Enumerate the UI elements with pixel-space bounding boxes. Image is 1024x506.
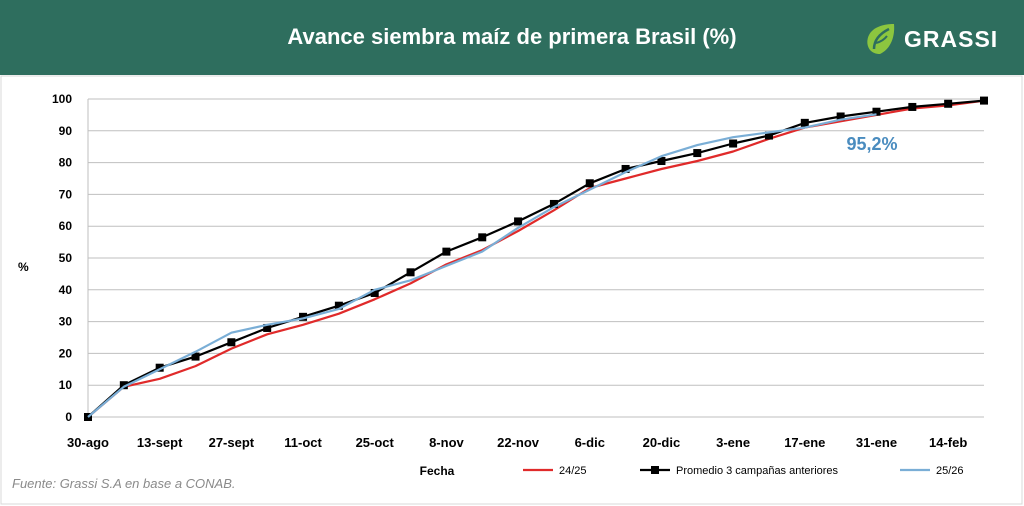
- x-axis-ticks: 30-ago 13-sept 27-sept 11-oct 25-oct 8-nov 22-…: [67, 435, 967, 450]
- y-tick-label: 60: [59, 219, 73, 233]
- x-tick-label: 14-feb: [929, 435, 967, 450]
- x-tick-label: 3-ene: [716, 435, 750, 450]
- y-tick-label: 80: [59, 156, 73, 170]
- x-tick-label: 30-ago: [67, 435, 109, 450]
- y-tick-label: 30: [59, 315, 73, 329]
- y-tick-label: 10: [59, 378, 73, 392]
- y-tick-label: 50: [59, 251, 73, 265]
- series-line: [87, 99, 985, 418]
- legend: 24/25 Promedio 3 campañas anteriores 25/26: [523, 465, 964, 477]
- y-tick-label: 100: [52, 92, 72, 106]
- data-point: [836, 112, 845, 121]
- series-line: [87, 113, 877, 418]
- y-tick-label: 20: [59, 346, 73, 360]
- grassi-logo: GRASSI: [862, 20, 998, 58]
- data-point: [693, 149, 702, 158]
- data-point: [334, 301, 343, 310]
- data-point: [119, 381, 128, 390]
- data-point: [549, 199, 558, 208]
- data-point: [263, 323, 272, 332]
- leaf-icon: [867, 24, 895, 54]
- data-point: [908, 102, 917, 111]
- data-point: [191, 352, 200, 361]
- legend-label: Promedio 3 campañas anteriores: [676, 465, 839, 477]
- source-note: Fuente: Grassi S.A en base a CONAB.: [12, 476, 236, 491]
- annotation-label: 95,2%: [846, 134, 897, 154]
- y-tick-label: 70: [59, 187, 73, 201]
- x-tick-label: 8-nov: [429, 435, 464, 450]
- x-tick-label: 11-oct: [284, 435, 322, 450]
- logo-text: GRASSI: [904, 25, 999, 52]
- data-point: [764, 131, 773, 140]
- x-tick-label: 31-ene: [856, 435, 897, 450]
- data-point: [299, 312, 308, 321]
- data-point: [980, 96, 988, 105]
- x-tick-label: 17-ene: [784, 435, 825, 450]
- y-tick-label: 0: [65, 410, 72, 424]
- data-point: [478, 233, 487, 242]
- legend-marker: [651, 466, 659, 474]
- data-point: [585, 179, 594, 188]
- legend-label: 25/26: [936, 465, 964, 477]
- data-point: [442, 247, 451, 256]
- chart-area: 0 10 20 30 40 50 60 70 80 90 100 30-ago 13-sept 27-s…: [0, 75, 1023, 505]
- header-banner: Avance siembra maíz de primera Brasil (%…: [0, 0, 1024, 75]
- data-point: [872, 107, 881, 116]
- x-tick-label: 27-sept: [209, 435, 255, 450]
- data-point: [514, 217, 523, 226]
- legend-label: 24/25: [559, 465, 587, 477]
- data-point: [800, 118, 809, 127]
- gridlines: [87, 98, 984, 418]
- series-line: [87, 99, 985, 418]
- y-axis-ticks: 0 10 20 30 40 50 60 70 80 90 100: [52, 92, 72, 424]
- x-axis-label: Fecha: [420, 464, 455, 478]
- series-group: [84, 96, 988, 421]
- y-tick-label: 90: [59, 124, 73, 138]
- data-point: [406, 268, 415, 277]
- data-point: [155, 363, 164, 372]
- x-tick-label: 25-oct: [356, 435, 395, 450]
- x-tick-label: 13-sept: [137, 435, 183, 450]
- data-point: [227, 338, 236, 347]
- x-tick-label: 6-dic: [575, 435, 605, 450]
- data-point: [621, 164, 630, 173]
- data-point: [370, 288, 379, 297]
- chart-title: Avance siembra maíz de primera Brasil (%…: [287, 24, 737, 49]
- data-point: [657, 157, 666, 166]
- x-tick-label: 22-nov: [497, 435, 540, 450]
- data-point: [944, 99, 953, 108]
- y-tick-label: 40: [59, 283, 73, 297]
- data-point: [729, 139, 738, 148]
- x-tick-label: 20-dic: [643, 435, 681, 450]
- y-axis-label: %: [18, 260, 29, 274]
